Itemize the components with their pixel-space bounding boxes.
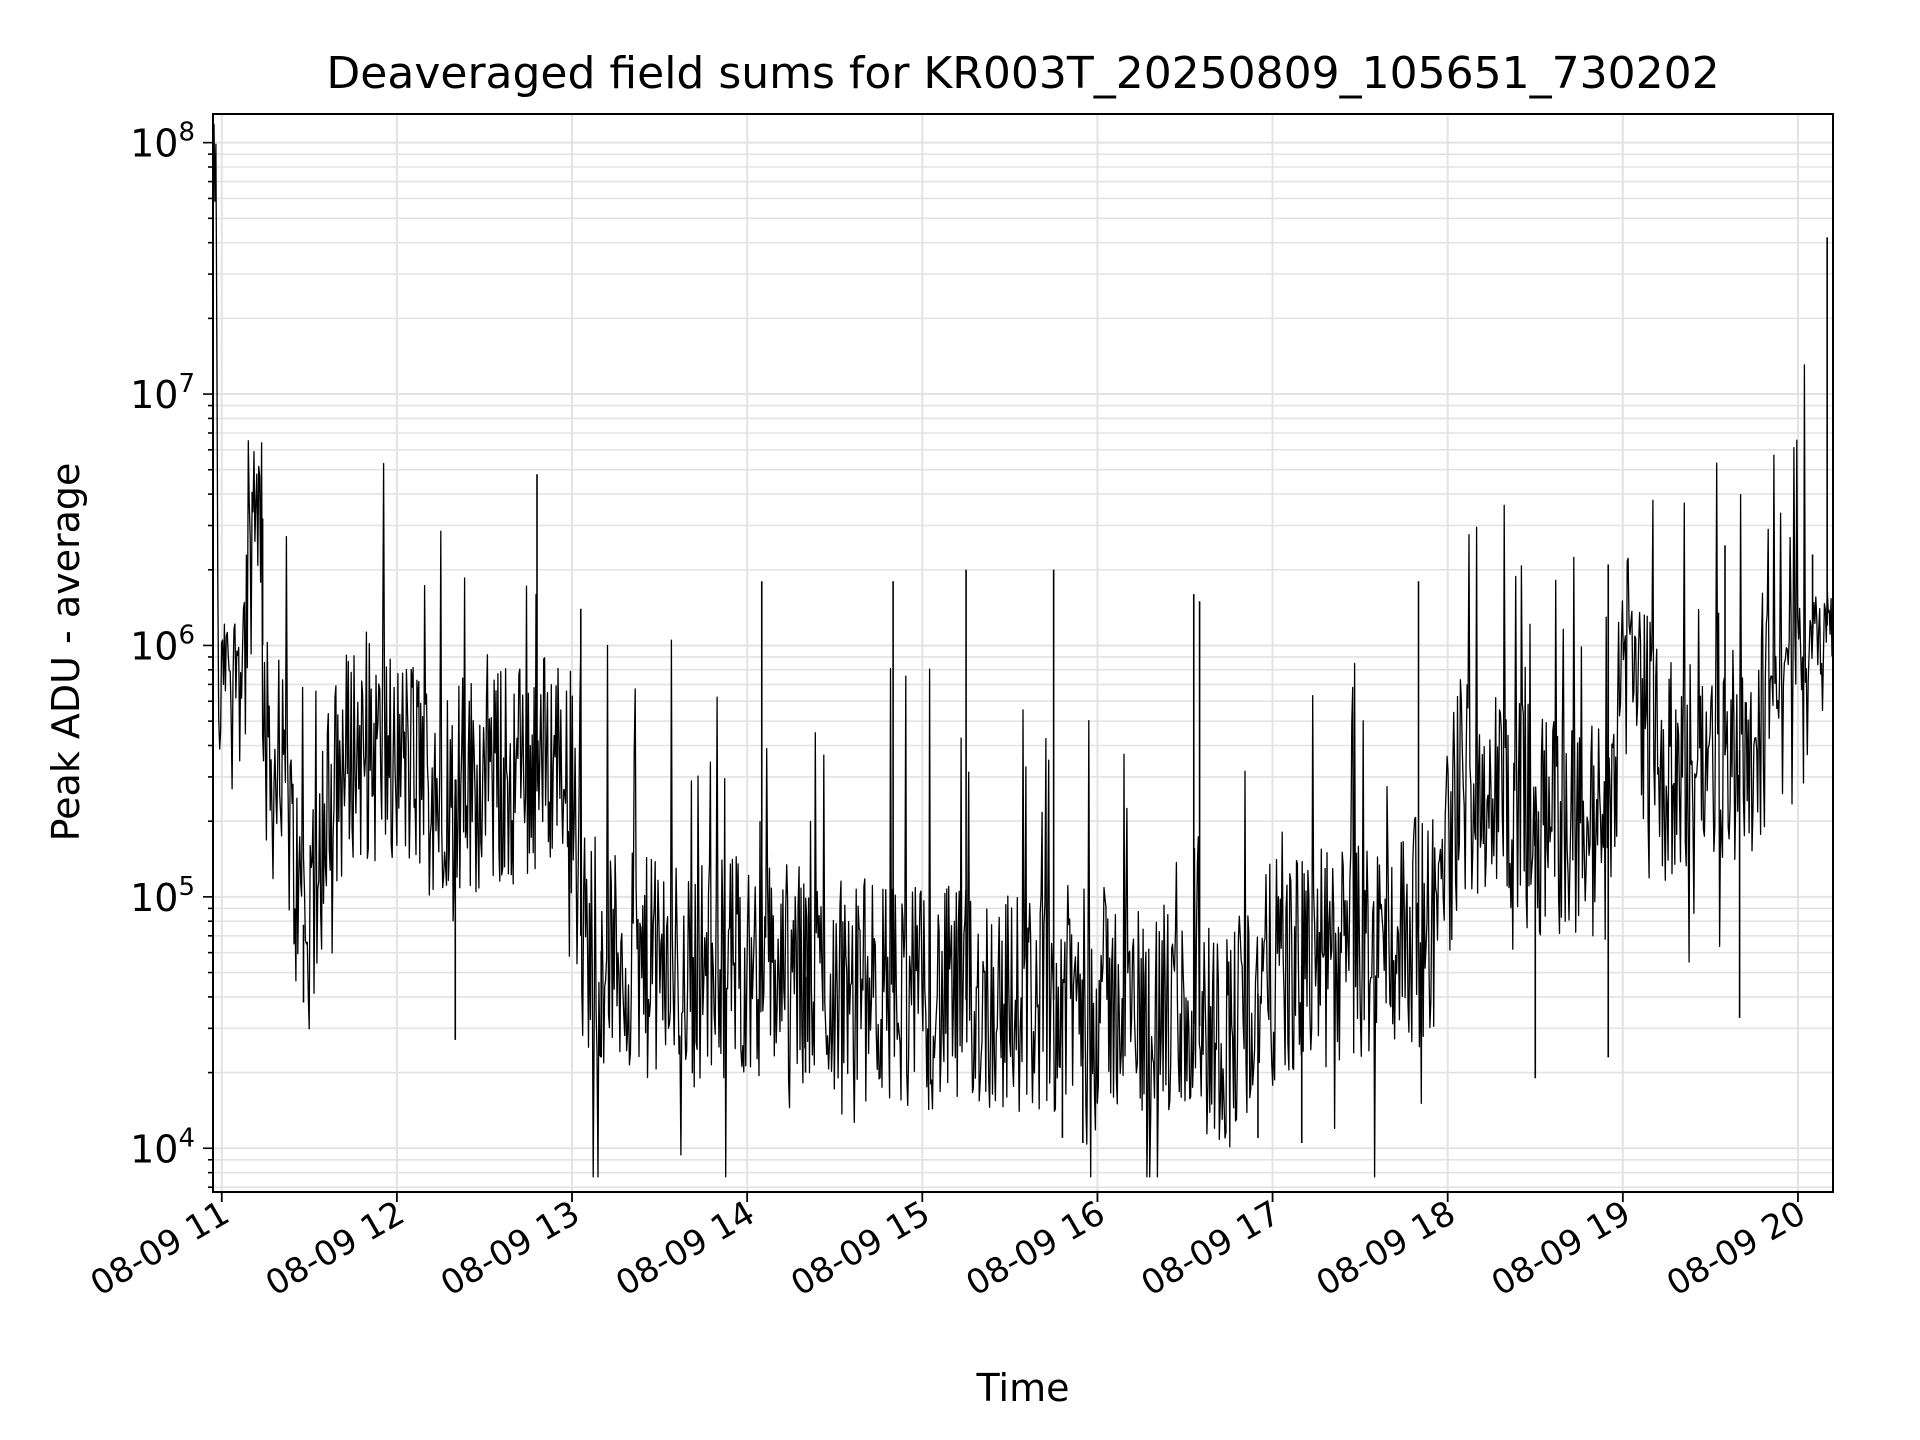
x-tick-label: 08-09 18 xyxy=(1310,1193,1462,1304)
plot-frame xyxy=(212,113,1834,1193)
x-tick-label: 08-09 16 xyxy=(960,1193,1112,1304)
x-tick-label: 08-09 17 xyxy=(1135,1193,1287,1304)
y-tick-base: 10 xyxy=(130,122,178,166)
y-tick-base: 10 xyxy=(130,876,178,920)
x-tick-label: 08-09 11 xyxy=(84,1193,236,1304)
y-tick-label: 104 xyxy=(130,1123,195,1171)
x-tick-label: 08-09 19 xyxy=(1485,1193,1637,1304)
y-tick-label: 105 xyxy=(130,872,195,920)
x-axis-label: Time xyxy=(976,1366,1070,1410)
y-tick-base: 10 xyxy=(130,624,178,668)
x-tick-label: 08-09 20 xyxy=(1660,1193,1812,1304)
y-tick-exponent: 7 xyxy=(178,369,195,399)
y-tick-label: 107 xyxy=(130,369,195,417)
series-group xyxy=(212,123,1834,1178)
y-tick-label: 106 xyxy=(130,620,195,668)
x-tick-label: 08-09 15 xyxy=(784,1193,936,1304)
chart-title: Deaveraged field sums for KR003T_2025080… xyxy=(326,48,1720,99)
x-tick-label: 08-09 14 xyxy=(609,1193,761,1304)
x-axis-ticks: 08-09 11 08-09 12 08-09 13 08-09 14 08-09 15… xyxy=(84,1192,1812,1304)
y-tick-exponent: 6 xyxy=(178,620,195,650)
y-tick-base: 10 xyxy=(130,1127,178,1171)
x-tick-label: 08-09 12 xyxy=(259,1193,411,1304)
y-tick-exponent: 5 xyxy=(178,872,195,902)
series-line xyxy=(212,123,1834,1178)
x-tick-label: 08-09 13 xyxy=(434,1193,586,1304)
y-tick-label: 108 xyxy=(130,118,195,166)
y-tick-base: 10 xyxy=(130,373,178,417)
y-tick-exponent: 8 xyxy=(178,118,195,148)
y-tick-exponent: 4 xyxy=(178,1123,195,1153)
